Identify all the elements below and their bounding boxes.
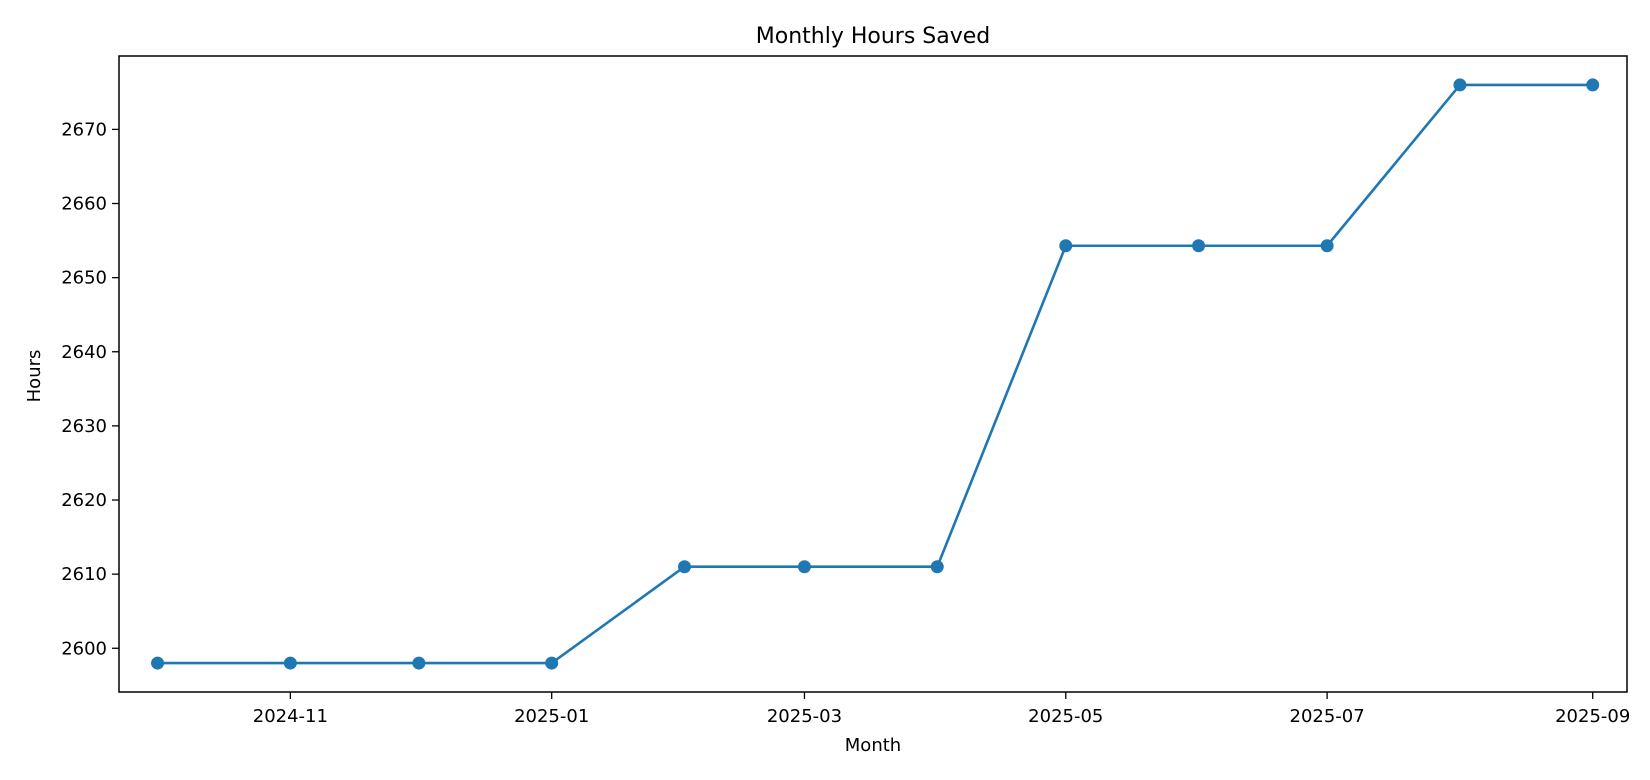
data-point: [1586, 78, 1600, 92]
y-tick-label: 2610: [61, 564, 107, 585]
series-line: [157, 83, 1593, 665]
data-point: [1320, 239, 1334, 253]
y-tick-label: 2620: [61, 490, 107, 511]
data-point: [1059, 239, 1073, 253]
data-point: [797, 560, 811, 574]
data-point: [930, 560, 944, 574]
y-tick-label: 2650: [61, 268, 107, 289]
y-tick-label: 2630: [61, 416, 107, 437]
data-point: [151, 656, 165, 670]
x-tick-label: 2025-07: [1290, 706, 1365, 727]
x-axis-label: Month: [845, 735, 901, 756]
x-tick-label: 2025-05: [1028, 706, 1103, 727]
y-tick-label: 2600: [61, 638, 107, 659]
data-point: [678, 560, 691, 574]
x-tick-label: 2025-09: [1555, 706, 1630, 727]
data-point: [283, 656, 297, 670]
series-layer: [151, 78, 1600, 670]
y-tick-label: 2640: [61, 342, 107, 363]
x-axis-ticks: 2024-11 2025-01 2025-03 2025-05 2025-07 2025-…: [253, 692, 1630, 727]
chart-title: Monthly Hours Saved: [756, 24, 991, 49]
y-tick-label: 2660: [61, 194, 107, 215]
data-point: [1453, 78, 1467, 92]
plot-frame: [118, 55, 1628, 693]
data-point: [545, 656, 559, 670]
y-tick-label: 2670: [61, 119, 107, 140]
y-axis-ticks: 2600 2610 2620 2630 2640 2650 2660 2670: [61, 119, 119, 659]
x-tick-label: 2025-01: [514, 706, 589, 727]
data-point: [1192, 239, 1206, 253]
x-tick-label: 2025-03: [767, 706, 842, 727]
y-axis-label: Hours: [24, 350, 45, 403]
data-point: [412, 656, 426, 670]
x-tick-label: 2024-11: [253, 706, 328, 727]
